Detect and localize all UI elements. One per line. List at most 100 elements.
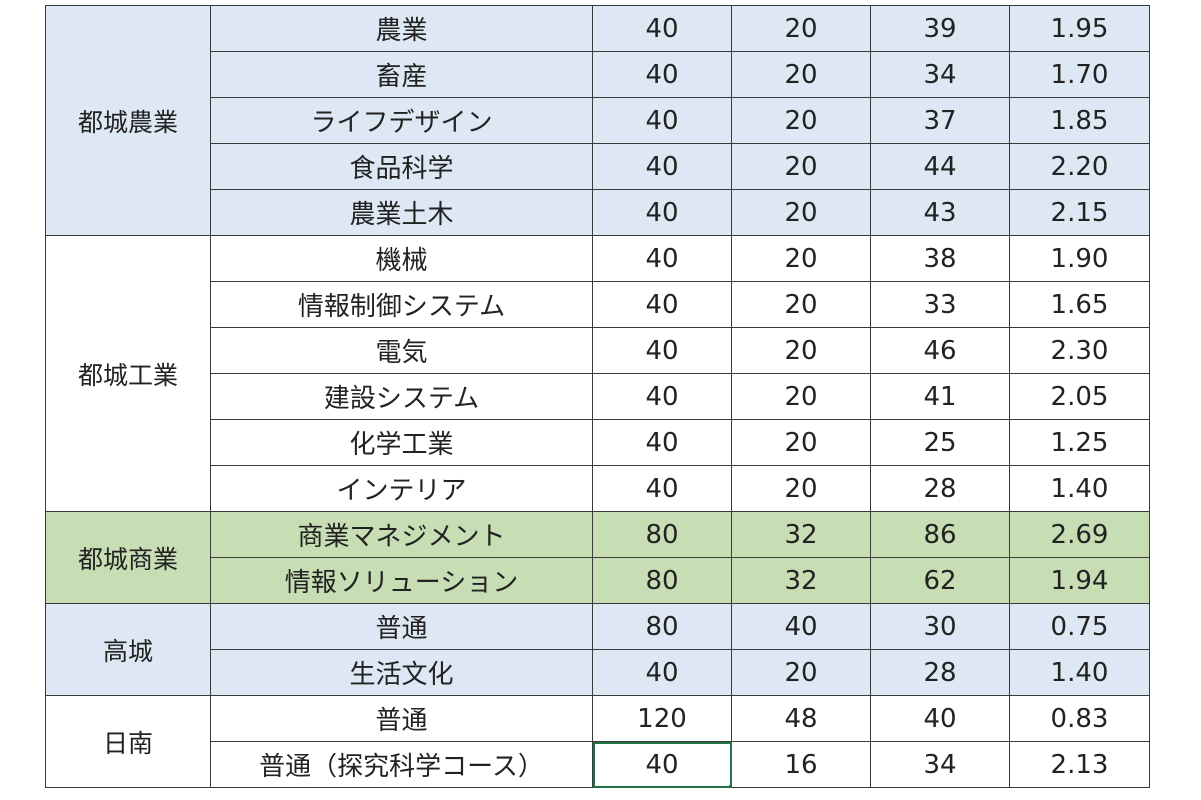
ratio-cell[interactable]: 2.15 (1009, 189, 1150, 236)
department-cell[interactable]: 農業 (210, 5, 593, 52)
number-cell[interactable]: 40 (592, 51, 732, 98)
ratio-cell[interactable]: 1.70 (1009, 51, 1150, 98)
number-cell[interactable]: 20 (731, 649, 871, 696)
ratio-cell[interactable]: 1.95 (1009, 5, 1150, 52)
number-cell[interactable]: 20 (731, 281, 871, 328)
number-cell[interactable]: 40 (592, 5, 732, 52)
department-cell[interactable]: インテリア (210, 465, 593, 512)
table-row: インテリア 40 20 28 1.40 (46, 465, 1150, 512)
number-cell[interactable]: 28 (870, 465, 1010, 512)
table-row: 情報制御システム 40 20 33 1.65 (46, 281, 1150, 328)
selected-cell[interactable]: 40 (592, 741, 732, 788)
ratio-cell[interactable]: 0.83 (1009, 695, 1150, 742)
ratio-cell[interactable]: 1.40 (1009, 465, 1150, 512)
table-row: 生活文化 40 20 28 1.40 (46, 649, 1150, 696)
table-row: 都城農業 農業 40 20 39 1.95 (45, 5, 1150, 236)
number-cell[interactable]: 86 (870, 511, 1010, 558)
number-cell[interactable]: 80 (592, 557, 732, 604)
number-cell[interactable]: 30 (870, 603, 1010, 650)
number-cell[interactable]: 20 (731, 327, 871, 374)
number-cell[interactable]: 20 (731, 465, 871, 512)
number-cell[interactable]: 40 (592, 281, 732, 328)
number-cell[interactable]: 40 (592, 419, 732, 466)
number-cell[interactable]: 80 (592, 603, 732, 650)
department-cell[interactable]: ライフデザイン (210, 97, 593, 144)
department-cell[interactable]: 情報制御システム (210, 281, 593, 328)
number-cell[interactable]: 32 (731, 511, 871, 558)
number-cell[interactable]: 48 (731, 695, 871, 742)
ratio-cell[interactable]: 1.65 (1009, 281, 1150, 328)
number-cell[interactable]: 20 (731, 189, 871, 236)
department-cell[interactable]: 電気 (210, 327, 593, 374)
number-cell[interactable]: 20 (731, 51, 871, 98)
number-cell[interactable]: 38 (870, 235, 1010, 282)
ratio-cell[interactable]: 2.20 (1009, 143, 1150, 190)
number-cell[interactable]: 40 (592, 373, 732, 420)
table-row: 都城工業 機械 40 20 38 1.90 (45, 235, 1150, 512)
ratio-cell[interactable]: 0.75 (1009, 603, 1150, 650)
department-cell[interactable]: 畜産 (210, 51, 593, 98)
number-cell[interactable]: 40 (592, 649, 732, 696)
ratio-cell[interactable]: 1.25 (1009, 419, 1150, 466)
number-cell[interactable]: 20 (731, 5, 871, 52)
number-cell[interactable]: 40 (592, 465, 732, 512)
school-cell[interactable]: 日南 (45, 695, 211, 788)
number-cell[interactable]: 44 (870, 143, 1010, 190)
department-cell[interactable]: 農業土木 (210, 189, 593, 236)
number-cell[interactable]: 40 (731, 603, 871, 650)
ratio-cell[interactable]: 2.30 (1009, 327, 1150, 374)
school-cell[interactable]: 高城 (45, 603, 211, 696)
ratio-cell[interactable]: 1.40 (1009, 649, 1150, 696)
number-cell[interactable]: 32 (731, 557, 871, 604)
number-cell[interactable]: 33 (870, 281, 1010, 328)
department-cell[interactable]: 普通 (210, 695, 593, 742)
table-row: 農業土木 40 20 43 2.15 (46, 189, 1150, 236)
department-cell[interactable]: 機械 (210, 235, 593, 282)
ratio-cell[interactable]: 2.05 (1009, 373, 1150, 420)
number-cell[interactable]: 43 (870, 189, 1010, 236)
table-row: 都城商業 商業マネジメント 80 32 86 2.69 (45, 511, 1150, 604)
number-cell[interactable]: 80 (592, 511, 732, 558)
number-cell[interactable]: 34 (870, 741, 1010, 788)
department-cell[interactable]: 化学工業 (210, 419, 593, 466)
ratio-cell[interactable]: 2.69 (1009, 511, 1150, 558)
admissions-table: 都城農業 農業 40 20 39 1.95 畜産 40 20 34 1.70 ラ… (45, 5, 1150, 788)
number-cell[interactable]: 20 (731, 373, 871, 420)
number-cell[interactable]: 40 (592, 327, 732, 374)
number-cell[interactable]: 20 (731, 97, 871, 144)
number-cell[interactable]: 39 (870, 5, 1010, 52)
number-cell[interactable]: 40 (592, 189, 732, 236)
number-cell[interactable]: 16 (731, 741, 871, 788)
department-cell[interactable]: 普通 (210, 603, 593, 650)
number-cell[interactable]: 37 (870, 97, 1010, 144)
ratio-cell[interactable]: 1.90 (1009, 235, 1150, 282)
department-cell[interactable]: 商業マネジメント (210, 511, 593, 558)
number-cell[interactable]: 20 (731, 419, 871, 466)
table-row: 日南 普通 120 48 40 0.83 (45, 695, 1150, 788)
school-cell[interactable]: 都城商業 (45, 511, 211, 604)
number-cell[interactable]: 62 (870, 557, 1010, 604)
number-cell[interactable]: 40 (592, 143, 732, 190)
number-cell[interactable]: 20 (731, 235, 871, 282)
ratio-cell[interactable]: 1.85 (1009, 97, 1150, 144)
number-cell[interactable]: 41 (870, 373, 1010, 420)
number-cell[interactable]: 40 (592, 235, 732, 282)
number-cell[interactable]: 28 (870, 649, 1010, 696)
ratio-cell[interactable]: 1.94 (1009, 557, 1150, 604)
department-cell[interactable]: 建設システム (210, 373, 593, 420)
department-cell[interactable]: 普通（探究科学コース） (210, 741, 593, 788)
number-cell[interactable]: 40 (870, 695, 1010, 742)
ratio-cell[interactable]: 2.13 (1009, 741, 1150, 788)
school-cell[interactable]: 都城工業 (45, 235, 211, 512)
number-cell[interactable]: 20 (731, 143, 871, 190)
number-cell[interactable]: 120 (592, 695, 732, 742)
number-cell[interactable]: 34 (870, 51, 1010, 98)
department-cell[interactable]: 生活文化 (210, 649, 593, 696)
department-cell[interactable]: 食品科学 (210, 143, 593, 190)
department-cell[interactable]: 情報ソリューション (210, 557, 593, 604)
school-cell[interactable]: 都城農業 (45, 5, 211, 236)
number-cell[interactable]: 25 (870, 419, 1010, 466)
number-cell[interactable]: 40 (592, 97, 732, 144)
number-cell[interactable]: 46 (870, 327, 1010, 374)
table-body: 都城農業 農業 40 20 39 1.95 畜産 40 20 34 1.70 ラ… (45, 5, 1150, 788)
